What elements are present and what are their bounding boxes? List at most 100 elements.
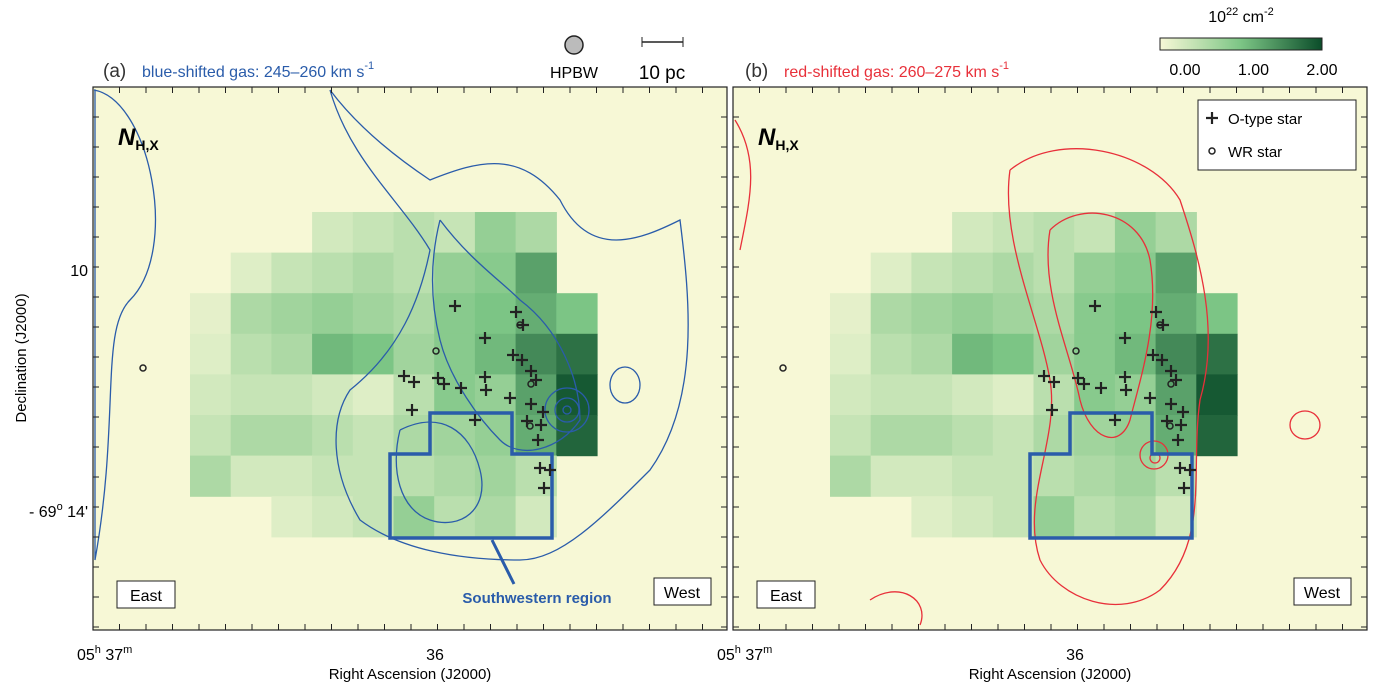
nh-cell xyxy=(434,415,476,457)
o-star xyxy=(406,404,418,416)
nh-cell xyxy=(952,374,994,416)
nh-cell xyxy=(230,333,272,375)
nh-cell xyxy=(434,374,476,416)
tick-base: - 69 xyxy=(29,504,57,521)
o-star xyxy=(1089,300,1101,312)
o-star xyxy=(408,376,420,388)
contour xyxy=(1007,148,1209,606)
o-star xyxy=(510,306,522,318)
nh-cell xyxy=(911,293,953,335)
nh-cell xyxy=(1074,252,1116,294)
nh-cell xyxy=(952,455,994,497)
nh-cell xyxy=(393,496,435,538)
contour xyxy=(544,387,590,433)
contour xyxy=(431,219,581,452)
region-pointer xyxy=(490,539,516,585)
west-label: West xyxy=(1304,585,1341,602)
o-star xyxy=(398,370,410,382)
west-box xyxy=(653,577,712,606)
nh-cell xyxy=(312,496,354,538)
tick-base: 05 xyxy=(717,647,735,664)
unit-exp: 22 xyxy=(1226,6,1238,18)
nh-cell xyxy=(556,333,598,375)
nh-cell xyxy=(1074,212,1116,254)
o-star xyxy=(1165,365,1177,377)
tick-m: m xyxy=(763,644,772,656)
o-star xyxy=(1048,376,1060,388)
o-star xyxy=(525,365,537,377)
nh-cell xyxy=(1114,293,1157,335)
o-star xyxy=(532,434,544,446)
nh-cell xyxy=(1033,333,1075,375)
o-star xyxy=(544,464,556,476)
x-tick-label: 36 xyxy=(426,647,444,664)
wr-star xyxy=(1072,347,1080,355)
nh-cell xyxy=(271,333,313,375)
nh-cell xyxy=(393,455,435,497)
nh-cell xyxy=(190,374,232,416)
nh-cell xyxy=(1074,293,1116,335)
o-star xyxy=(1172,434,1184,446)
nh-cell xyxy=(952,252,994,294)
nh-cell xyxy=(952,333,994,375)
nh-cell xyxy=(1196,374,1238,416)
region-outline xyxy=(388,411,554,540)
title-exp: -1 xyxy=(999,60,1009,72)
nh-cell xyxy=(271,252,313,294)
beam-label: HPBW xyxy=(550,65,599,82)
wr-star xyxy=(1167,380,1175,388)
wr-star xyxy=(432,347,440,355)
nh-cell xyxy=(434,333,476,375)
nh-cell xyxy=(952,496,994,538)
nh-cell xyxy=(1074,496,1116,538)
nh-cell xyxy=(271,293,313,335)
o-star xyxy=(1038,370,1050,382)
nh-cell xyxy=(230,293,272,335)
contour xyxy=(1289,410,1321,440)
o-star xyxy=(1177,406,1189,418)
nh-cell xyxy=(434,455,476,497)
o-star xyxy=(469,414,481,426)
tick-h: h xyxy=(95,644,101,656)
nh-cell xyxy=(1033,212,1075,254)
nh-cell xyxy=(1114,415,1157,457)
nh-cell xyxy=(190,415,232,457)
nh-cell xyxy=(952,415,994,457)
unit-base: 10 xyxy=(1208,9,1226,26)
west-box xyxy=(1293,577,1352,606)
wr-star xyxy=(779,364,787,372)
nh-cell xyxy=(1114,496,1157,538)
frame xyxy=(92,86,728,631)
o-star xyxy=(1078,378,1090,390)
nh-cell xyxy=(474,212,517,254)
east-label: East xyxy=(770,588,803,605)
nh-cell xyxy=(271,415,313,457)
nh-cell xyxy=(992,212,1035,254)
nh-cell xyxy=(911,415,953,457)
panel-label: (b) xyxy=(745,61,768,82)
nh-cell xyxy=(911,252,953,294)
contour xyxy=(1047,212,1154,438)
o-star xyxy=(1120,384,1132,396)
nh-cell xyxy=(1074,415,1116,457)
o-star xyxy=(1165,398,1177,410)
nh-cell xyxy=(474,252,517,294)
tick-min: 37 xyxy=(741,647,763,664)
nh-cell xyxy=(830,333,872,375)
nh-cell xyxy=(271,496,313,538)
legend xyxy=(1197,99,1357,171)
colorbar-tick-label: 2.00 xyxy=(1306,62,1337,79)
y-axis-label: Declination (J2000) xyxy=(13,293,30,422)
panel-title: red-shifted gas: 260–275 km s-1 xyxy=(784,60,1009,81)
nh-cell xyxy=(911,374,953,416)
panel-label: (a) xyxy=(103,61,126,82)
o-star xyxy=(1156,354,1168,366)
o-star xyxy=(1072,372,1084,384)
nh-cell xyxy=(352,496,395,538)
o-star xyxy=(1119,371,1131,383)
nh-cell xyxy=(952,293,994,335)
o-star xyxy=(535,419,547,431)
nh-cell xyxy=(1074,374,1116,416)
nh-cell xyxy=(1155,496,1197,538)
